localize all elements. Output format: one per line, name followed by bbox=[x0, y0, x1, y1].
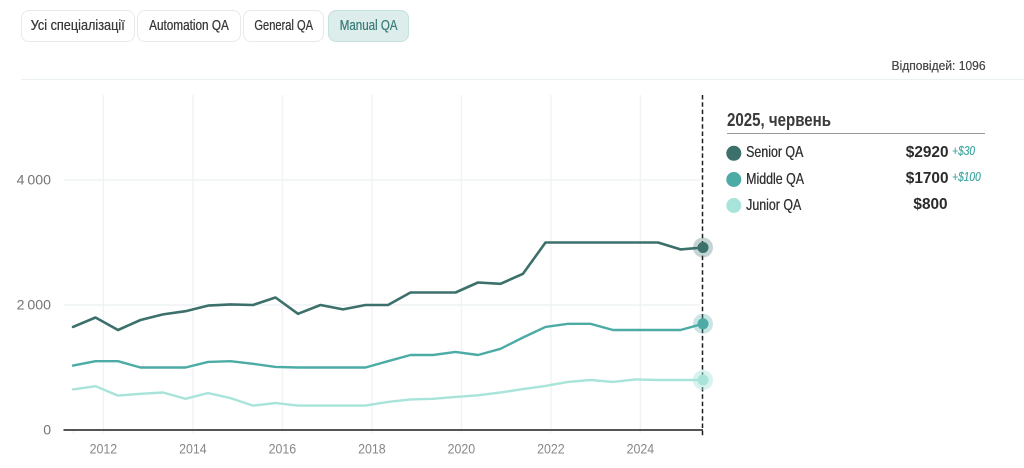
svg-text:2014: 2014 bbox=[179, 440, 207, 456]
svg-text:2024: 2024 bbox=[627, 440, 655, 456]
svg-text:2022: 2022 bbox=[537, 440, 565, 456]
svg-text:2012: 2012 bbox=[90, 440, 118, 456]
svg-text:0: 0 bbox=[43, 422, 51, 438]
svg-text:2020: 2020 bbox=[448, 440, 476, 456]
svg-text:2018: 2018 bbox=[358, 440, 386, 456]
svg-text:2016: 2016 bbox=[269, 440, 297, 456]
svg-text:4 000: 4 000 bbox=[17, 172, 52, 188]
svg-text:2 000: 2 000 bbox=[17, 297, 52, 313]
